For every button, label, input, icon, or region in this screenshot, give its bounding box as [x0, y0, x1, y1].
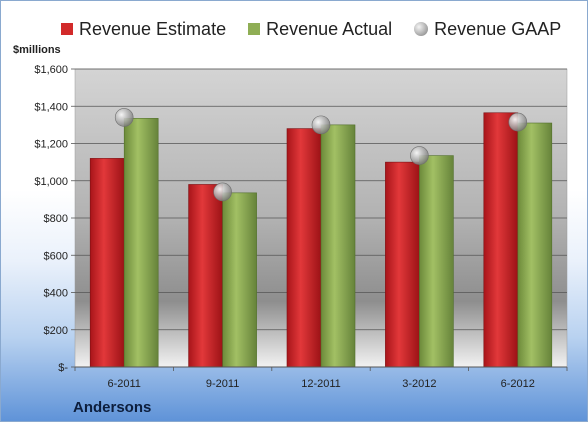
y-tick-label: $- — [58, 362, 68, 374]
legend-swatch-revenue-actual — [248, 23, 261, 35]
y-tick-label: $600 — [44, 250, 68, 262]
y-axis-unit-label: $millions — [13, 44, 61, 56]
revenue-actual-bar — [517, 122, 553, 368]
x-tick-label: 6-2012 — [501, 378, 535, 390]
revenue-gaap-point — [508, 112, 528, 132]
legend-label-revenue-estimate: Revenue Estimate — [79, 18, 227, 39]
legend-item-revenue-actual: Revenue Actual — [248, 19, 392, 40]
revenue-estimate-bar — [286, 128, 322, 368]
legend-swatch-revenue-estimate — [61, 23, 73, 35]
legend-label-revenue-gaap: Revenue GAAP — [434, 18, 562, 39]
revenue-gaap-point — [311, 115, 331, 135]
revenue-actual-bar — [222, 192, 257, 368]
x-tick-label: 12-2011 — [301, 378, 341, 390]
y-tick-label: $400 — [44, 288, 68, 300]
y-tick-label: $1,000 — [34, 176, 68, 188]
y-axis-ticks: $- $200 $400 $600 $800 $1,000 $1,200 $1,400 $1,6… — [34, 64, 75, 374]
revenue-estimate-bar — [188, 184, 223, 368]
revenue-gaap-point — [114, 108, 134, 127]
y-tick-label: $1,600 — [34, 64, 68, 76]
legend-label-revenue-actual: Revenue Actual — [266, 18, 393, 39]
revenue-actual-bar — [320, 124, 356, 368]
y-tick-label: $800 — [44, 213, 68, 225]
y-tick-label: $1,400 — [34, 101, 68, 113]
bars — [89, 112, 553, 368]
legend-item-revenue-gaap: Revenue GAAP — [414, 19, 561, 40]
legend: Revenue Estimate Revenue Actual Revenue … — [61, 17, 561, 41]
revenue-actual-bar — [123, 118, 159, 368]
legend-swatch-revenue-gaap — [414, 22, 429, 36]
y-tick-label: $200 — [44, 325, 68, 337]
x-tick-label: 9-2011 — [206, 378, 239, 390]
revenue-estimate-bar — [483, 112, 519, 368]
revenue-actual-bar — [419, 155, 454, 368]
revenue-gaap-point — [410, 146, 429, 165]
y-tick-label: $1,200 — [34, 139, 68, 151]
x-tick-label: 6-2011 — [107, 378, 140, 390]
revenue-gaap-point — [213, 182, 232, 202]
x-axis-ticks: 6-2011 9-2011 12-2011 3-2012 6-2012 — [74, 366, 568, 390]
x-tick-label: 3-2012 — [402, 378, 436, 390]
revenue-estimate-bar — [385, 161, 420, 368]
revenue-estimate-bar — [89, 158, 125, 368]
gaap-points — [114, 108, 528, 202]
company-name: Andersons — [73, 399, 152, 416]
legend-item-revenue-estimate: Revenue Estimate — [61, 19, 226, 40]
